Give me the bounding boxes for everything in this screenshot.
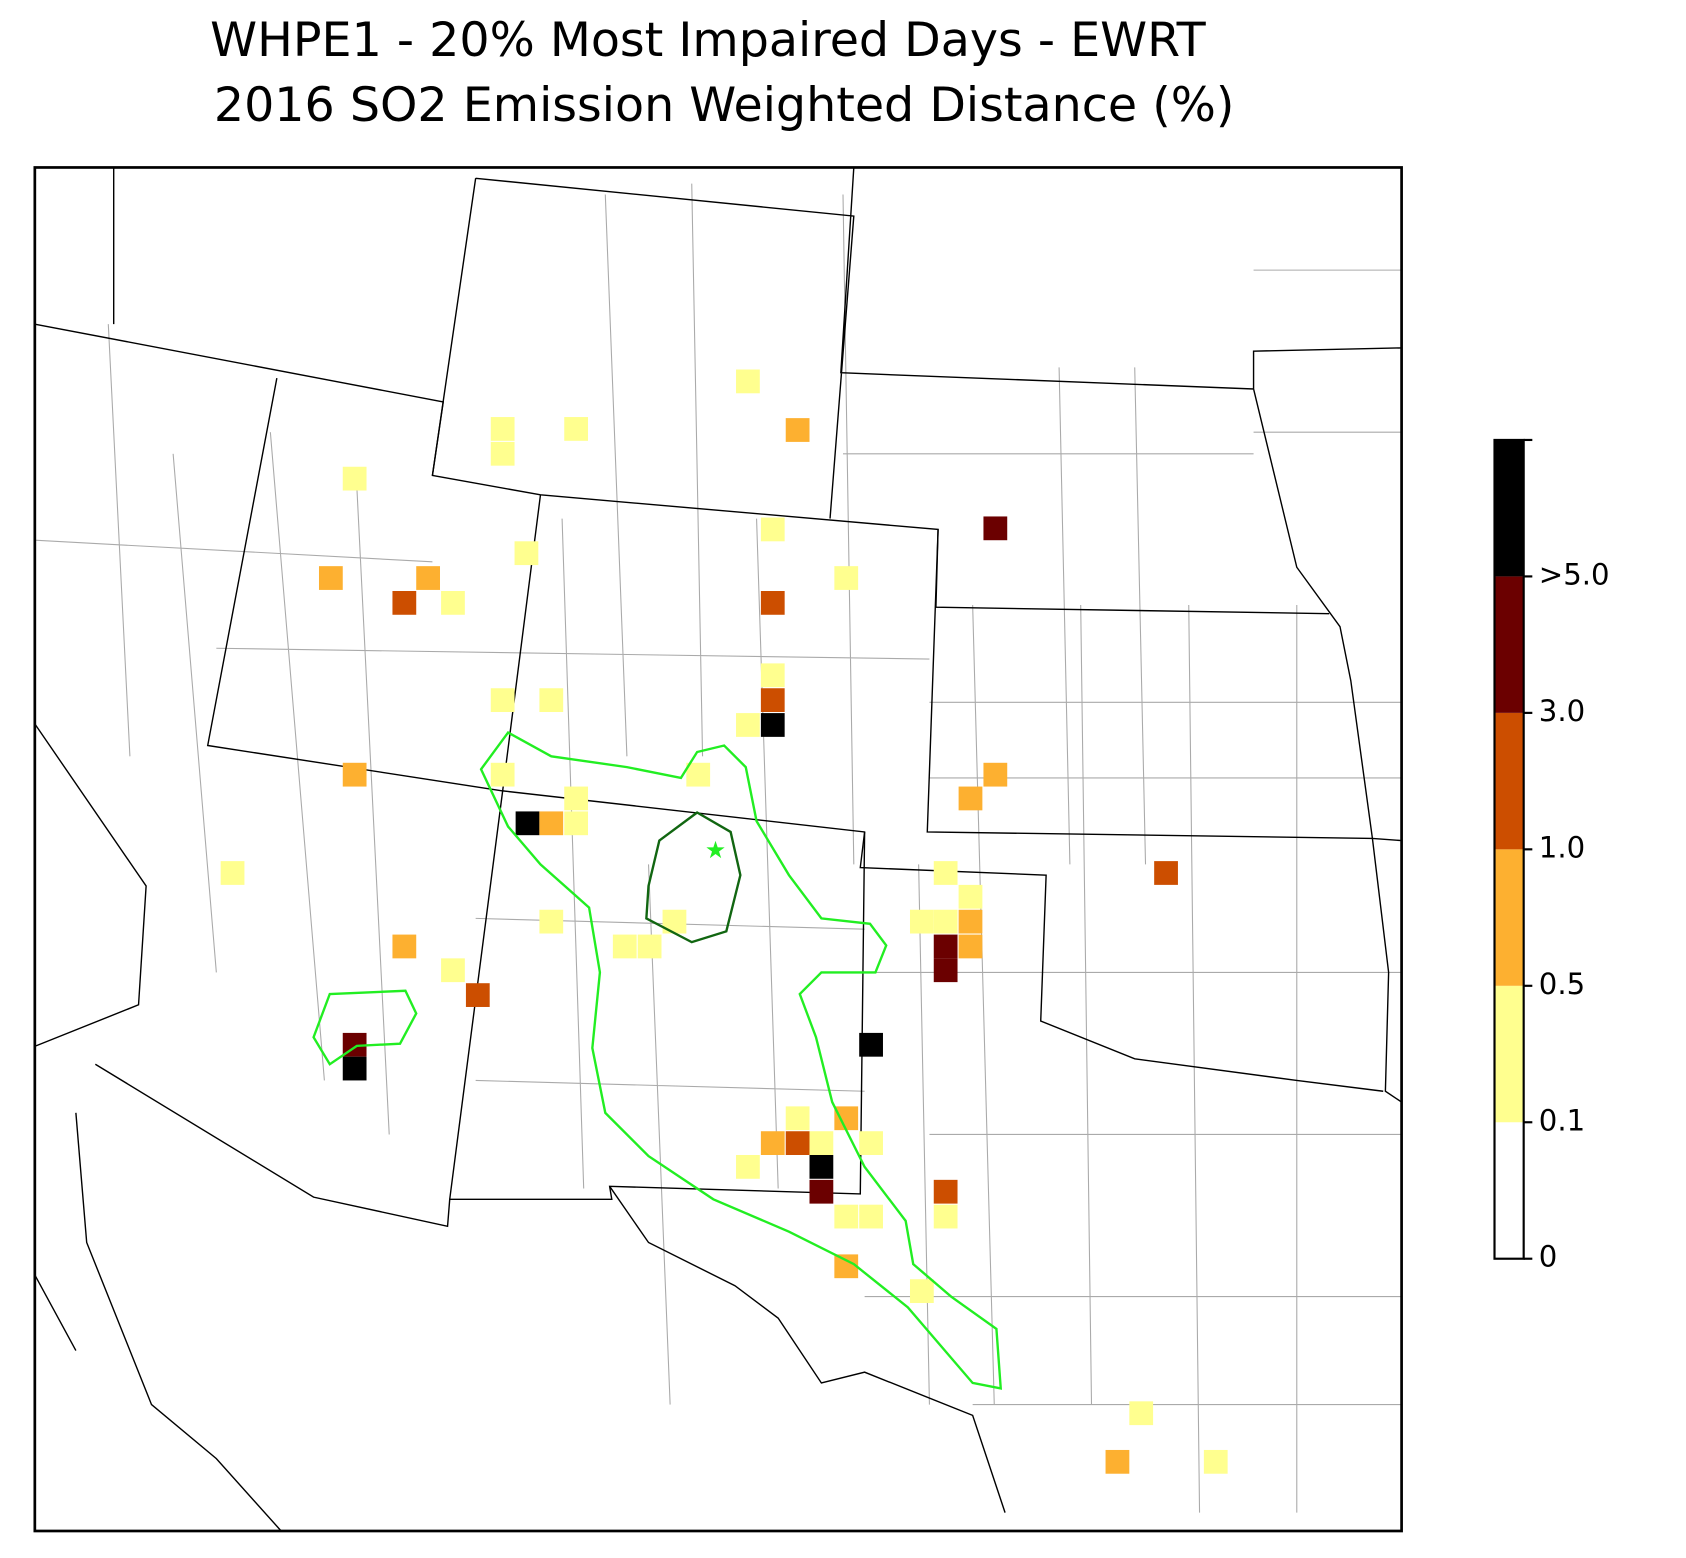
colorbar-segment xyxy=(1494,576,1524,713)
grid-cell xyxy=(490,762,515,787)
colorbar-tick-label: 0 xyxy=(1539,1240,1558,1274)
grid-cell xyxy=(958,909,983,934)
grid-cell xyxy=(612,934,637,959)
grid-cell xyxy=(416,566,440,590)
grid-cell xyxy=(859,1032,883,1057)
colorbar-segment xyxy=(1494,1122,1524,1259)
grid-cell xyxy=(1154,861,1178,885)
grid-cell xyxy=(515,811,540,836)
grid-cell xyxy=(933,1179,958,1204)
grid-cell xyxy=(834,1204,859,1229)
grid-cell xyxy=(318,566,343,590)
site-marker: ★ xyxy=(705,836,726,864)
grid-cell xyxy=(809,1131,834,1155)
grid-cell xyxy=(342,1056,367,1081)
grid-cell xyxy=(909,909,934,934)
colorbar-segment xyxy=(1494,439,1524,577)
grid-cell xyxy=(834,566,859,590)
colorbar-segment xyxy=(1494,849,1524,986)
grid-cell xyxy=(760,591,785,615)
grid-cell xyxy=(539,811,564,836)
colorbar-tick-label: 3.0 xyxy=(1539,694,1585,728)
grid-cell xyxy=(933,909,958,934)
grid-cell xyxy=(933,1204,958,1229)
grid-cell xyxy=(441,958,465,983)
colorbar-tick-label: 1.0 xyxy=(1539,830,1585,864)
grid-cell xyxy=(859,1131,883,1155)
grid-cell xyxy=(933,861,958,885)
grid-cell xyxy=(785,418,810,442)
grid-cell xyxy=(909,1279,934,1304)
grid-cell xyxy=(637,934,662,959)
grid-cell xyxy=(564,811,589,836)
grid-cell xyxy=(958,884,983,909)
colorbar-segment xyxy=(1494,985,1524,1123)
grid-cell xyxy=(564,786,589,811)
grid-cell xyxy=(342,466,367,491)
grid-cell xyxy=(834,1254,859,1279)
map-background xyxy=(34,167,1402,1531)
grid-cell xyxy=(760,1131,785,1155)
grid-cell xyxy=(392,934,417,959)
grid-cell xyxy=(736,1154,760,1179)
grid-cell xyxy=(1129,1401,1154,1426)
grid-cell xyxy=(760,663,785,688)
colorbar-tick-label: 0.1 xyxy=(1539,1103,1585,1137)
grid-cell xyxy=(490,417,515,441)
title-line: 2016 SO2 Emission Weighted Distance (%) xyxy=(214,78,1235,133)
grid-cell xyxy=(760,688,785,713)
grid-cell xyxy=(958,934,983,959)
colorbar: 0 0.1 0.5 1.0 3.0 >5.0 xyxy=(1493,438,1610,1274)
grid-cell xyxy=(785,1106,810,1131)
grid-cell xyxy=(1105,1449,1130,1474)
colorbar-tick-label: >5.0 xyxy=(1539,557,1610,591)
grid-cell xyxy=(539,909,564,934)
colorbar-segment xyxy=(1494,712,1524,850)
grid-cell xyxy=(490,441,515,466)
grid-cell xyxy=(1203,1449,1228,1474)
grid-cell xyxy=(465,983,490,1007)
grid-cell xyxy=(933,934,958,959)
grid-cell xyxy=(736,713,760,737)
grid-cell xyxy=(933,958,958,983)
grid-cell xyxy=(983,762,1008,787)
grid-cell xyxy=(983,516,1008,541)
grid-cell xyxy=(736,369,760,394)
state-borders xyxy=(34,167,1402,1532)
grid-cell xyxy=(809,1154,834,1179)
colorbar-tick-label: 0.5 xyxy=(1539,967,1585,1001)
grid-cell xyxy=(342,762,367,787)
grid-cell xyxy=(662,909,687,934)
grid-cell xyxy=(760,517,785,542)
contours xyxy=(312,730,1003,1390)
grid-cell xyxy=(686,762,711,787)
map-frame xyxy=(33,166,1403,1533)
grid-cell xyxy=(392,591,417,615)
grid-cell xyxy=(514,541,539,566)
grid-cell xyxy=(539,688,564,713)
title-line: WHPE1 - 20% Most Impaired Days - EWRT xyxy=(210,13,1207,68)
county-lines xyxy=(34,183,1402,1513)
grid-cell xyxy=(760,713,785,737)
grid-cell xyxy=(441,591,465,615)
map: ★ xyxy=(33,166,1403,1533)
grid-cell xyxy=(490,688,515,713)
grid-cell xyxy=(809,1179,834,1204)
grid-cell xyxy=(834,1106,859,1131)
grid-cell xyxy=(220,861,245,885)
grid-cell xyxy=(785,1131,810,1155)
grid-cell xyxy=(859,1204,883,1229)
grid-cell xyxy=(958,786,983,811)
grid-cell xyxy=(564,417,589,441)
